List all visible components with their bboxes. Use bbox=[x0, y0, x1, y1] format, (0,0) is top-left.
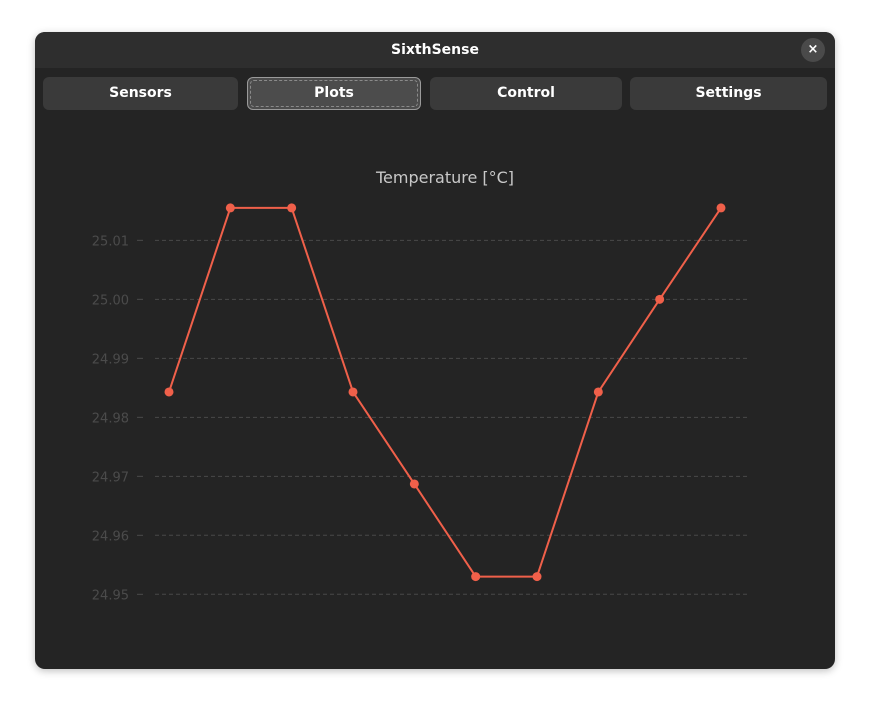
data-point bbox=[532, 572, 542, 582]
series-line bbox=[168, 206, 722, 578]
temperature-chart: Temperature [°C] 24.9524.9624.9724.9824.… bbox=[92, 168, 747, 603]
y-tick-label: 24.99 bbox=[92, 352, 129, 367]
data-point bbox=[164, 387, 174, 397]
grid-lines bbox=[155, 239, 747, 595]
window-title: SixthSense bbox=[391, 42, 479, 58]
tab-settings[interactable]: Settings bbox=[630, 77, 827, 110]
y-axis-ticks: 24.95 24.96 24.97 24.98 24.99 25.00 25.01 bbox=[92, 234, 143, 603]
data-point bbox=[716, 203, 726, 213]
tab-control[interactable]: Control bbox=[430, 77, 622, 110]
tab-sensors[interactable]: Sensors bbox=[43, 77, 238, 110]
app-window: SixthSense × Sensors Plots Control Setti… bbox=[35, 32, 835, 669]
y-tick-label: 25.00 bbox=[92, 293, 129, 308]
data-point bbox=[287, 203, 297, 213]
y-tick-label: 24.97 bbox=[92, 470, 129, 485]
tab-plots[interactable]: Plots bbox=[247, 77, 421, 110]
data-point bbox=[348, 387, 358, 397]
y-tick-label: 24.98 bbox=[92, 411, 129, 426]
series-layer bbox=[164, 203, 726, 582]
data-point bbox=[225, 203, 235, 213]
data-point bbox=[655, 294, 665, 304]
close-icon[interactable]: × bbox=[801, 38, 825, 62]
y-tick-label: 24.95 bbox=[92, 588, 129, 603]
y-tick-label: 25.01 bbox=[92, 234, 129, 249]
chart-title: Temperature [°C] bbox=[375, 168, 514, 187]
data-point bbox=[593, 387, 603, 397]
title-bar: SixthSense × bbox=[35, 32, 835, 68]
data-point bbox=[409, 479, 419, 489]
y-tick-label: 24.96 bbox=[92, 529, 129, 544]
data-point bbox=[471, 572, 481, 582]
tab-bar: Sensors Plots Control Settings bbox=[43, 77, 827, 111]
